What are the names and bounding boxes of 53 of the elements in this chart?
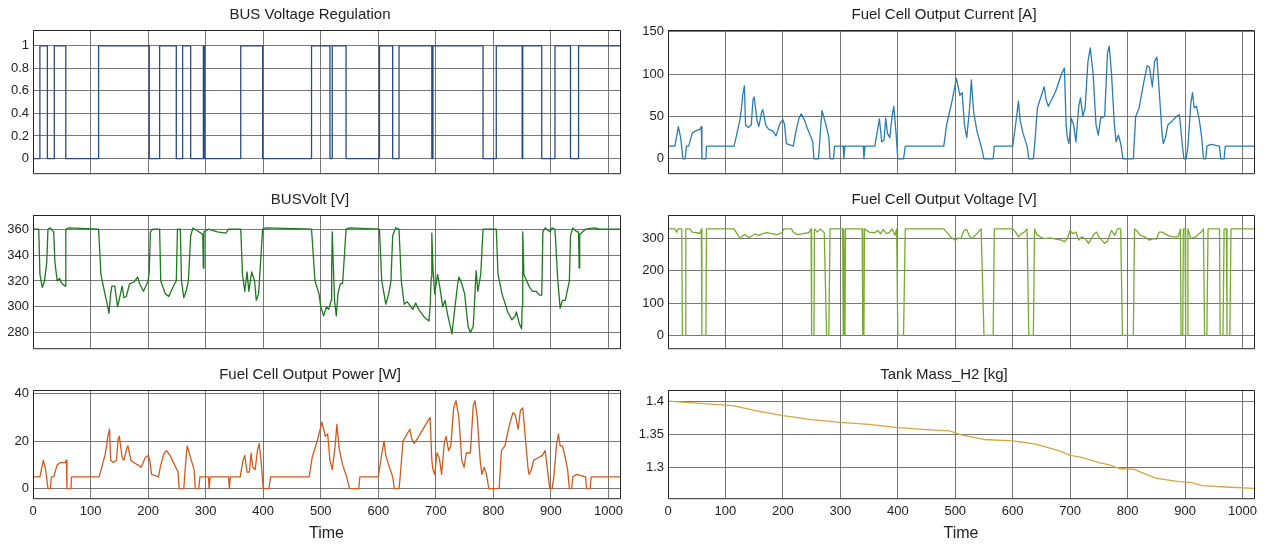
y-tick-label: 200	[642, 262, 664, 278]
x-tick-label: 100	[79, 502, 102, 518]
y-tick-label: 0	[21, 150, 29, 166]
x-tick-label: 1000	[1228, 502, 1257, 518]
x-tick-label: 1000	[594, 502, 623, 518]
y-tick-label: 340	[7, 246, 29, 262]
y-tick-label: 0.4	[10, 105, 29, 121]
chart-title: Fuel Cell Output Power [W]	[219, 365, 401, 383]
x-tick-label: 800	[482, 502, 505, 518]
y-tick-label: 100	[642, 65, 664, 81]
x-tick-label: 700	[424, 502, 447, 518]
x-tick-label: 600	[1001, 502, 1024, 518]
y-tick-label: 0	[656, 150, 664, 166]
y-tick-label: 1.4	[645, 392, 664, 408]
y-tick-label: 40	[14, 385, 29, 401]
y-tick-label: 0.8	[10, 59, 29, 75]
chart-title: BUSVolt [V]	[270, 190, 350, 208]
x-tick-label: 600	[367, 502, 390, 518]
chart-title: Fuel Cell Output Voltage [V]	[851, 190, 1037, 208]
x-axis-title: Time	[943, 523, 979, 541]
y-tick-label: 150	[642, 23, 664, 39]
y-tick-label: 0	[21, 480, 29, 496]
x-tick-label: 700	[1059, 502, 1082, 518]
x-tick-label: 200	[137, 502, 159, 518]
x-tick-label: 300	[194, 502, 217, 518]
y-tick-label: 1.3	[645, 458, 664, 474]
x-tick-label: 400	[252, 502, 275, 518]
y-tick-label: 1	[21, 37, 29, 53]
x-tick-label: 800	[1116, 502, 1139, 518]
x-tick-label: 200	[772, 502, 794, 518]
x-tick-label: 500	[944, 502, 967, 518]
x-tick-label: 500	[309, 502, 332, 518]
y-tick-label: 300	[7, 298, 29, 314]
y-tick-label: 0	[656, 326, 664, 342]
x-tick-label: 100	[714, 502, 737, 518]
chart-title: Fuel Cell Output Current [A]	[851, 5, 1037, 23]
chart-title: Tank Mass_H2 [kg]	[880, 365, 1008, 383]
x-axis-title: Time	[309, 523, 345, 541]
y-tick-label: 280	[7, 324, 29, 340]
y-tick-label: 360	[7, 220, 29, 236]
y-tick-label: 0.6	[10, 82, 29, 98]
y-tick-label: 0.2	[10, 127, 29, 143]
y-tick-label: 300	[642, 230, 664, 246]
x-tick-label: 900	[540, 502, 562, 518]
x-tick-label: 900	[1174, 502, 1196, 518]
y-tick-label: 20	[14, 432, 29, 448]
y-tick-label: 50	[649, 108, 664, 124]
x-tick-label: 400	[886, 502, 909, 518]
y-tick-label: 100	[642, 294, 664, 310]
chart-title: BUS Voltage Regulation	[229, 5, 391, 23]
x-tick-label: 300	[829, 502, 852, 518]
y-tick-label: 320	[7, 272, 29, 288]
y-tick-label: 1.35	[638, 425, 664, 441]
